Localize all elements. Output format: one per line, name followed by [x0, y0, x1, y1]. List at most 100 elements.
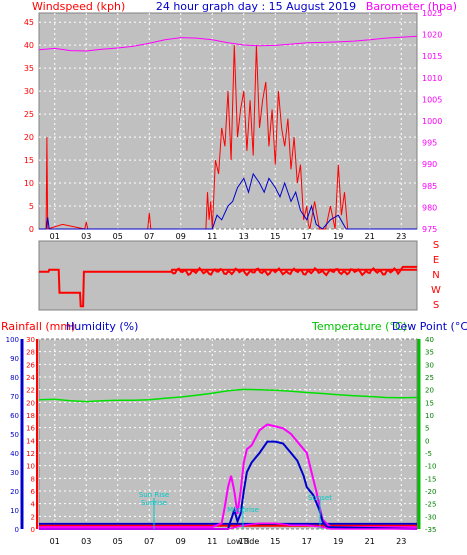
temperature-tick: 35 — [425, 349, 434, 357]
rainfall-tick: 24 — [26, 374, 35, 382]
barometer-tick: 1025 — [422, 9, 442, 18]
humidity-tick: 10 — [10, 507, 19, 515]
hour-tick: 03 — [81, 232, 91, 241]
moonrise-label: Moonrise — [227, 506, 259, 514]
temperature-tick: 15 — [425, 399, 434, 407]
sunset-annotation: Sunset — [308, 494, 332, 529]
rainfall-tick: 6 — [31, 488, 36, 496]
hour-tick: 15 — [270, 232, 280, 241]
humidity-tick: 80 — [10, 374, 19, 382]
hour-tick: 23 — [396, 232, 406, 241]
humidity-tick: 0 — [15, 526, 19, 534]
temperature-tick: 10 — [425, 412, 434, 420]
sunrise-label: Sun Rise — [139, 491, 169, 499]
humidity-line — [39, 423, 417, 529]
temperature-axis-title: Temperature (°C) — [311, 320, 407, 333]
hour-tick: 17 — [302, 232, 312, 241]
hour-tick: 01 — [50, 537, 60, 546]
rainfall-tick: 14 — [26, 437, 35, 445]
hour-tick: 09 — [176, 537, 186, 546]
hour-tick: 19 — [333, 537, 343, 546]
temperature-tick: 30 — [425, 361, 434, 369]
rainfall-tick: 30 — [26, 336, 35, 344]
humidity-tick: 20 — [10, 488, 19, 496]
temperature-tick: 25 — [425, 374, 434, 382]
rainfall-tick: 4 — [31, 501, 36, 509]
windspeed-tick: 0 — [29, 225, 34, 234]
windspeed-tick: 40 — [24, 41, 34, 50]
temperature-series — [38, 388, 418, 530]
barometer-axis-title: Barometer (hpa) — [366, 0, 457, 13]
temperature-tick: -20 — [425, 488, 436, 496]
direction-label: N — [432, 270, 439, 281]
rainfall-tick: 8 — [31, 475, 35, 483]
wind-series — [38, 35, 418, 230]
rainfall-tick: 16 — [26, 425, 35, 433]
barometer-tick: 990 — [422, 160, 437, 169]
rainfall-tick: 22 — [26, 387, 35, 395]
windspeed-tick: 10 — [24, 179, 34, 188]
sunrise-annotation: Sun Rise Sunrise — [139, 491, 169, 529]
hour-tick: 07 — [144, 232, 154, 241]
barometer-tick: 1015 — [422, 52, 442, 61]
hour-tick: 23 — [396, 537, 406, 546]
windspeed-axis-title: Windspeed (kph) — [32, 0, 125, 13]
graph-title: 24 hour graph day : 15 August 2019 — [156, 0, 356, 13]
dewpoint-line — [39, 440, 418, 530]
direction-label: S — [433, 300, 439, 311]
direction-label: E — [433, 255, 439, 266]
direction-plot-area — [38, 240, 418, 311]
humidity-tick: 90 — [10, 355, 19, 363]
humidity-base-line — [39, 522, 417, 530]
wind-hour-tick-labels: 01 03 05 07 09 11 13 15 17 19 21 23 — [50, 232, 407, 241]
hour-tick: 21 — [365, 232, 375, 241]
wind-average-line — [39, 172, 417, 230]
temperature-tick: 5 — [425, 425, 429, 433]
temperature-tick: 40 — [425, 336, 434, 344]
rainfall-tick: 28 — [26, 349, 35, 357]
temperature-hour-tick-labels: 01 03 05 07 09 11 13 15 17 19 21 23 — [50, 537, 407, 546]
barometer-tick: 975 — [422, 225, 437, 234]
lowtide-label: LowTide — [227, 537, 260, 546]
rainfall-tick: 2 — [31, 513, 35, 521]
rainfall-tick: 10 — [26, 463, 35, 471]
barometer-tick: 1005 — [422, 95, 442, 104]
sunrise-sub-label: Sunrise — [141, 499, 167, 507]
direction-label: S — [433, 240, 439, 251]
hour-tick: 15 — [270, 537, 280, 546]
barometer-tick: 1010 — [422, 74, 442, 83]
rainfall-tick: 26 — [26, 361, 35, 369]
humidity-tick: 50 — [10, 431, 19, 439]
hour-tick: 11 — [207, 232, 217, 241]
barometer-tick: 995 — [422, 139, 437, 148]
wind-direction-line — [170, 265, 417, 277]
barometer-line — [38, 35, 418, 52]
temperature-tick: -30 — [425, 513, 436, 521]
rainfall-tick: 20 — [26, 399, 35, 407]
wind-direction-line — [39, 268, 417, 308]
windspeed-tick: 25 — [24, 110, 34, 119]
rainfall-tick: 12 — [26, 450, 35, 458]
humidity-tick: 70 — [10, 393, 19, 401]
windspeed-tick: 45 — [24, 18, 34, 27]
hour-tick: 21 — [365, 537, 375, 546]
barometer-tick: 1020 — [422, 31, 442, 40]
temperature-plot-area — [38, 338, 418, 530]
hour-tick: 19 — [333, 232, 343, 241]
barometer-tick: 985 — [422, 182, 437, 191]
windspeed-tick: 15 — [24, 156, 34, 165]
temperature-tick: -15 — [425, 475, 436, 483]
hour-tick: 11 — [207, 537, 217, 546]
barometer-tick: 980 — [422, 203, 437, 212]
hour-tick: 01 — [50, 232, 60, 241]
windspeed-tick-labels: 0 5 10 15 20 25 30 35 40 45 — [24, 18, 34, 234]
barometer-tick: 1000 — [422, 117, 442, 126]
humidity-tick: 30 — [10, 469, 19, 477]
humidity-tick: 100 — [6, 336, 19, 344]
temperature-tick: -10 — [425, 463, 436, 471]
humidity-tick: 60 — [10, 412, 19, 420]
hour-tick: 03 — [81, 537, 91, 546]
